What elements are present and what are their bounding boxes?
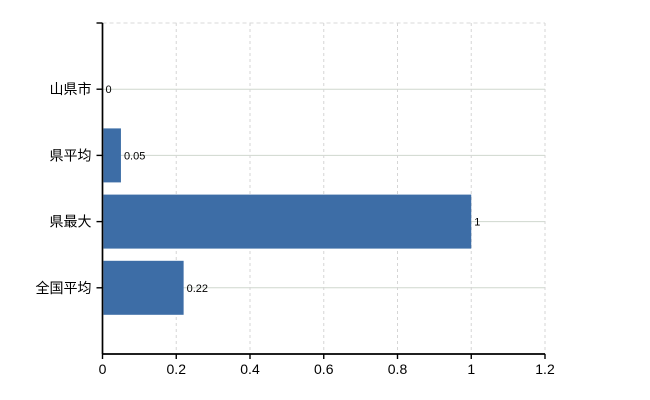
x-tick-label: 1.2 <box>535 361 555 377</box>
bar <box>103 260 184 315</box>
x-tick-label: 1 <box>467 361 475 377</box>
category-label: 山県市 <box>50 81 92 97</box>
category-label: 県平均 <box>50 147 92 163</box>
bar <box>103 194 472 249</box>
x-tick-label: 0.4 <box>240 361 260 377</box>
category-label: 全国平均 <box>36 280 92 296</box>
x-tick-label: 0.6 <box>314 361 334 377</box>
value-label: 0.22 <box>187 283 208 295</box>
x-tick-label: 0.2 <box>167 361 187 377</box>
x-tick-label: 0.8 <box>388 361 408 377</box>
value-label: 0.05 <box>124 150 145 162</box>
category-label: 県最大 <box>50 214 92 230</box>
x-tick-label: 0 <box>99 361 107 377</box>
value-label: 0 <box>106 84 112 96</box>
bar <box>103 128 121 183</box>
value-label: 1 <box>474 217 480 229</box>
